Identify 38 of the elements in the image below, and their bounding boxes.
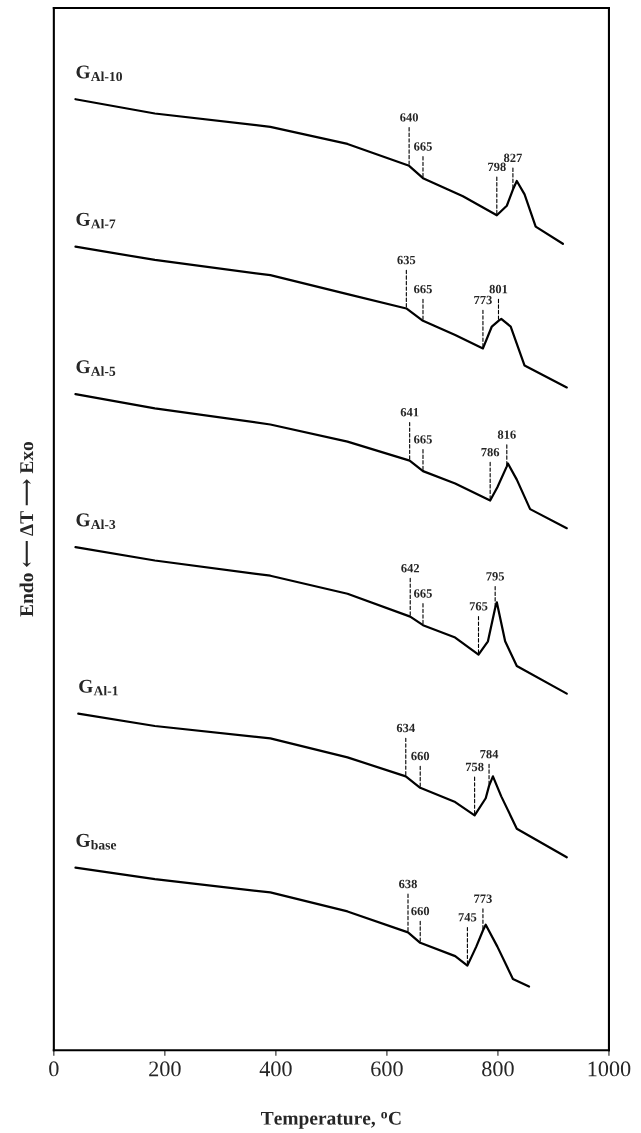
annotation: 798 [488,162,506,172]
series-label: G$_{Al-1}$ [79,679,118,696]
annotation: 773 [474,894,492,903]
annotation: 660 [411,906,430,916]
annotation: 640 [400,113,419,122]
annotation: 635 [397,255,416,265]
annotation: 638 [399,879,417,889]
y-axis-title: Endo ⟵ ΔT ⟶ Exo [19,442,34,617]
annotation: 786 [481,447,500,457]
annotation: 784 [480,749,499,759]
annotation: 665 [414,435,432,444]
series-label: G$_{Al-10}$ [76,65,123,82]
annotation: 765 [469,602,488,611]
annotation: 665 [414,284,432,294]
x-tick-label: 400 [259,1061,292,1077]
annotation: 634 [396,723,415,733]
annotation: 660 [411,751,430,761]
annotation: 665 [414,142,432,151]
annotation: 773 [474,295,492,305]
annotation: 827 [503,153,522,163]
annotation: 758 [465,762,484,772]
annotation: 642 [401,564,420,573]
annotation: 641 [400,408,419,417]
x-axis-title: Temperature, $^{o}$C [261,1111,401,1129]
annotation: 816 [497,430,516,439]
annotation: 795 [486,572,505,581]
annotation: 665 [414,589,432,598]
series-label: G$_{Al-7}$ [76,212,116,229]
annotation: 801 [489,284,508,294]
x-tick-label: 600 [371,1061,403,1077]
x-tick-label: 800 [482,1061,514,1077]
series-label: G$_{base}$ [76,833,117,850]
series-label: G$_{Al-3}$ [76,513,116,530]
x-tick-label: 1000 [588,1061,631,1077]
x-tick-label: 0 [49,1061,59,1077]
series-label: G$_{Al-5}$ [76,360,116,376]
annotation: 745 [458,913,477,922]
x-tick-label: 200 [149,1061,181,1077]
